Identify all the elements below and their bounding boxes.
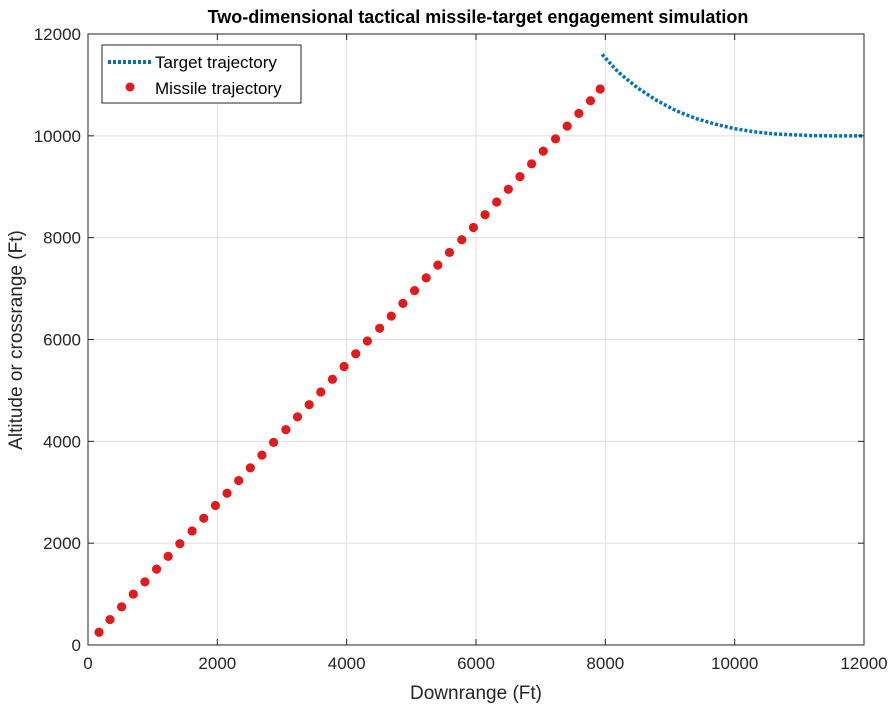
legend: Target trajectory Missile trajectory: [101, 44, 302, 104]
missile-trajectory-point: [339, 361, 349, 372]
missile-trajectory-point: [281, 425, 291, 435]
missile-trajectory-point: [292, 412, 303, 422]
missile-trajectory-point: [327, 374, 338, 384]
series-layer: [94, 53, 864, 637]
grid-lines: [88, 34, 864, 645]
missile-trajectory-point: [257, 450, 267, 460]
missile-trajectory-point: [398, 298, 408, 308]
legend-missile-swatch: [125, 82, 135, 92]
x-tick-label: 6000: [457, 654, 495, 673]
chart-title: Two-dimensional tactical missile-target …: [208, 7, 749, 27]
missile-trajectory-point: [595, 84, 605, 94]
missile-trajectory-point: [515, 171, 525, 182]
y-tick-label: 2000: [43, 534, 81, 553]
missile-trajectory-point: [151, 564, 162, 574]
missile-trajectory-point: [538, 146, 548, 156]
missile-trajectory-point: [316, 387, 326, 397]
missile-trajectory-point: [175, 539, 185, 549]
missile-trajectory-point: [140, 577, 150, 587]
missile-trajectory-point: [128, 589, 138, 599]
x-tick-label: 8000: [586, 654, 624, 673]
missile-trajectory-point: [199, 513, 209, 523]
missile-trajectory-point: [409, 286, 420, 296]
missile-trajectory-point: [94, 627, 104, 637]
x-tick-label: 4000: [328, 654, 366, 673]
y-tick-label: 12000: [34, 25, 81, 44]
axis-ticks: 0 2000 4000 6000 8000 10000 12000 0 2000 4000 6000…: [34, 25, 888, 673]
x-tick-label: 10000: [711, 654, 758, 673]
missile-trajectory-point: [210, 500, 220, 511]
missile-trajectory-point: [386, 311, 396, 321]
missile-trajectory-point: [362, 336, 372, 346]
missile-trajectory-point: [268, 437, 279, 447]
missile-trajectory-point: [187, 526, 197, 536]
missile-trajectory-point: [503, 184, 513, 194]
x-tick-label: 0: [83, 654, 92, 673]
x-axis-label: Downrange (Ft): [410, 683, 542, 704]
missile-trajectory-point: [245, 463, 255, 473]
x-tick-label: 2000: [198, 654, 236, 673]
missile-trajectory-point: [163, 551, 173, 562]
missile-trajectory-point: [492, 197, 502, 207]
missile-trajectory-point: [421, 273, 431, 283]
missile-trajectory-point: [574, 108, 584, 119]
x-tick-label: 12000: [840, 654, 887, 673]
y-tick-label: 6000: [43, 331, 81, 350]
missile-trajectory-point: [117, 602, 127, 612]
missile-trajectory-point: [375, 323, 385, 333]
y-tick-label: 0: [72, 636, 81, 655]
missile-trajectory-point: [105, 614, 115, 625]
y-axis-label: Altitude or crossrange (Ft): [6, 230, 27, 450]
missile-trajectory-point: [585, 96, 596, 106]
missile-trajectory-point: [222, 488, 232, 498]
legend-box: [101, 44, 302, 104]
legend-target-label: Target trajectory: [155, 53, 277, 72]
missile-trajectory-point: [444, 247, 455, 258]
y-tick-label: 10000: [34, 127, 81, 146]
missile-trajectory-point: [550, 134, 561, 144]
missile-trajectory-point: [527, 159, 537, 169]
missile-trajectory-point: [433, 260, 443, 270]
missile-trajectory-point: [468, 222, 479, 233]
legend-missile-label: Missile trajectory: [155, 79, 282, 98]
missile-trajectory-point: [457, 235, 467, 245]
y-tick-label: 8000: [43, 229, 81, 248]
missile-trajectory-point: [304, 400, 314, 410]
missile-trajectory-point: [351, 349, 361, 359]
missile-trajectory-point: [234, 475, 244, 486]
missile-trajectory-point: [480, 210, 490, 220]
missile-trajectory-point: [562, 121, 572, 131]
target-trajectory-line: [600, 53, 864, 138]
y-tick-label: 4000: [43, 432, 81, 451]
